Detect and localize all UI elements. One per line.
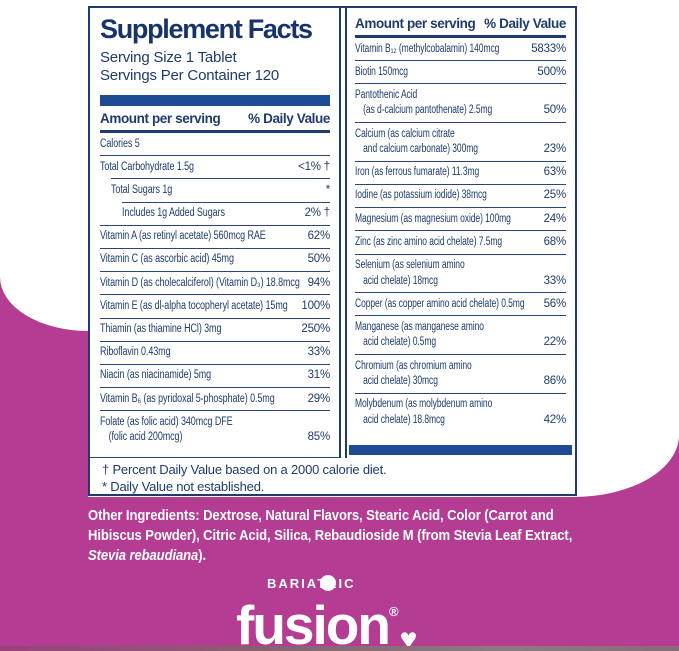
- other-ingredients-label: Other Ingredients:: [88, 507, 200, 524]
- header-amount: Amount per serving: [355, 16, 476, 31]
- servings-per-container: Servings Per Container 120: [100, 67, 280, 84]
- heart-icon: ♥: [399, 623, 418, 651]
- supplement-facts-panel: Supplement Facts Serving Size 1 Tablet S…: [88, 6, 577, 496]
- left-rows: Calories 5 Total Carbohydrate 1.5g <1% †…: [100, 133, 330, 449]
- bariatric-fusion-logo: BARIATRIC fusion®♥: [236, 574, 496, 651]
- table-row-calories: Calories 5: [100, 137, 140, 150]
- table-row: Copper (as copper amino acid chelate) 0.…: [355, 292, 566, 315]
- table-row: Total Carbohydrate 1.5g <1% †: [100, 155, 330, 178]
- column-header: Amount per serving % Daily Value: [355, 14, 566, 38]
- table-row: Vitamin E (as dl-alpha tocopheryl acetat…: [100, 294, 330, 317]
- table-row: Thiamin (as thiamine HCl) 3mg 250%: [100, 317, 330, 341]
- table-row: Iodine (as potassium iodide) 38mcg 25%: [355, 183, 566, 207]
- table-row: Molybdenum (as molybdenum amino acid che…: [355, 392, 566, 432]
- other-ingredients-italic: Stevia rebaudiana: [88, 547, 199, 564]
- table-row: Manganese (as manganese amino acid chela…: [355, 315, 566, 354]
- table-row: Selenium (as selenium amino acid chelate…: [355, 253, 566, 293]
- divider-bar-bottom: [349, 445, 572, 455]
- other-ingredients: Other Ingredients: Dextrose, Natural Fla…: [88, 506, 575, 566]
- table-row: Includes 1g Added Sugars 2% †: [122, 201, 330, 225]
- table-row: Niacin (as niacinamide) 5mg 31%: [100, 363, 330, 387]
- header-dv: % Daily Value: [484, 16, 566, 31]
- table-row: Zinc (as zinc amino acid chelate) 7.5mg …: [355, 230, 566, 253]
- footnote-not-established: * Daily Value not established.: [102, 478, 265, 494]
- footnote-daily-value: † Percent Daily Value based on a 2000 ca…: [102, 462, 387, 477]
- table-row: Vitamin B₆ (as pyridoxal 5-phosphate) 0.…: [100, 387, 330, 410]
- other-ingredients-body: Dextrose, Natural Flavors, Stearic Acid,…: [88, 507, 573, 544]
- table-row: Riboflavin 0.43mg 33%: [100, 340, 330, 364]
- table-row: Vitamin B₁₂ (methylcobalamin) 140mcg 583…: [355, 42, 566, 55]
- table-row: Total Sugars 1g *: [111, 178, 330, 201]
- facts-column-right: Amount per serving % Daily Value Vitamin…: [347, 8, 574, 458]
- table-row: Magnesium (as magnesium oxide) 100mg 24%: [355, 207, 566, 230]
- header-dv: % Daily Value: [248, 111, 330, 126]
- table-row: Calcium (as calcium citrate and calcium …: [355, 122, 566, 161]
- header-amount: Amount per serving: [100, 111, 221, 126]
- other-ingredients-suffix: ).: [198, 547, 207, 564]
- label-background-left: [0, 0, 92, 331]
- panel-title: Supplement Facts: [100, 14, 313, 44]
- table-row: Iron (as ferrous fumarate) 11.3mg 63%: [355, 160, 566, 184]
- serving-size: Serving Size 1 Tablet: [100, 49, 237, 66]
- column-divider: [339, 8, 347, 458]
- table-row: Vitamin A (as retinyl acetate) 560mcg RA…: [100, 224, 330, 248]
- footnotes: † Percent Daily Value based on a 2000 ca…: [90, 458, 575, 495]
- table-row: Vitamin C (as ascorbic acid) 45mg 50%: [100, 247, 330, 271]
- table-row: Vitamin D (as cholecalciferol) (Vitamin …: [100, 271, 330, 294]
- logo-fusion-wordmark: fusion®♥: [236, 582, 418, 651]
- table-row: Biotin 150mcg 500%: [355, 60, 566, 83]
- table-row: Folate (as folic acid) 340mcg DFE (folic…: [100, 410, 330, 449]
- registered-mark: ®: [388, 604, 399, 619]
- table-row: Chromium (as chromium amino acid chelate…: [355, 354, 566, 393]
- right-rows: Vitamin B₁₂ (methylcobalamin) 140mcg 583…: [355, 38, 566, 431]
- logo-i-dot: [320, 575, 336, 591]
- package-bottom-edge: [0, 646, 679, 651]
- divider-bar: [100, 95, 330, 106]
- table-row: Pantothenic Acid (as d-calcium pantothen…: [355, 83, 566, 122]
- column-header: Amount per serving % Daily Value: [100, 109, 330, 133]
- facts-column-left: Supplement Facts Serving Size 1 Tablet S…: [90, 8, 339, 458]
